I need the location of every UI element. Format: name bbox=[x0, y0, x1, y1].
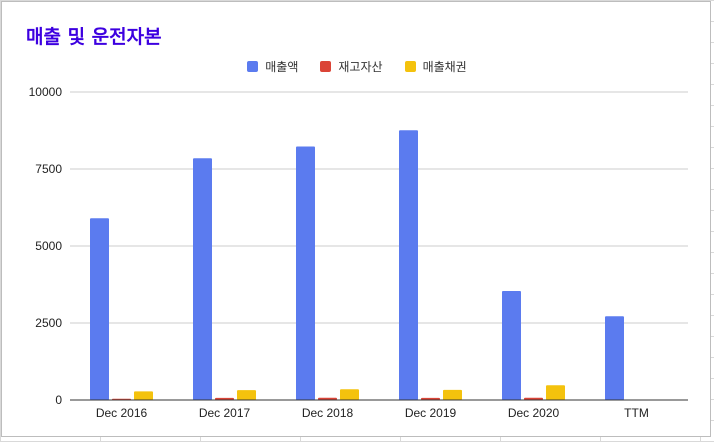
bar-sales-0 bbox=[90, 218, 109, 400]
y-tick-label-0: 0 bbox=[55, 393, 62, 407]
y-tick-label-5000: 5000 bbox=[35, 239, 62, 253]
x-tick-label-5: TTM bbox=[624, 406, 649, 420]
bar-sales-5 bbox=[605, 316, 624, 400]
y-tick-label-10000: 10000 bbox=[29, 85, 63, 99]
bar-sales-2 bbox=[296, 146, 315, 400]
bar-sales-3 bbox=[399, 130, 418, 400]
chart-title: 매출 및 운전자본 bbox=[26, 26, 162, 48]
y-tick-label-7500: 7500 bbox=[35, 162, 62, 176]
x-tick-label-3: Dec 2019 bbox=[405, 406, 457, 420]
y-tick-label-2500: 2500 bbox=[35, 316, 62, 330]
legend-label-receivables: 매출채권 bbox=[422, 60, 467, 74]
bar-sales-4 bbox=[502, 290, 521, 400]
legend-item-inventory[interactable]: 재고자산 bbox=[320, 58, 383, 75]
legend-item-sales[interactable]: 매출액 bbox=[247, 58, 298, 75]
bar-inventory-4 bbox=[524, 397, 543, 400]
bar-inventory-2 bbox=[318, 397, 337, 400]
x-tick-label-4: Dec 2020 bbox=[508, 406, 560, 420]
bar-receivables-3 bbox=[443, 389, 462, 400]
x-tick-label-1: Dec 2017 bbox=[199, 406, 251, 420]
chart-legend: 매출액 재고자산 매출채권 bbox=[2, 58, 712, 75]
bar-inventory-3 bbox=[421, 397, 440, 400]
bar-receivables-1 bbox=[237, 390, 256, 400]
legend-label-sales: 매출액 bbox=[265, 60, 299, 74]
bar-inventory-1 bbox=[215, 397, 234, 400]
legend-swatch-inventory bbox=[320, 61, 332, 72]
legend-item-receivables[interactable]: 매출채권 bbox=[404, 58, 467, 75]
legend-label-inventory: 재고자산 bbox=[338, 60, 383, 74]
bar-sales-1 bbox=[193, 158, 212, 400]
legend-swatch-sales bbox=[247, 61, 259, 72]
x-tick-label-2: Dec 2018 bbox=[302, 406, 354, 420]
legend-swatch-receivables bbox=[404, 61, 416, 72]
bar-receivables-2 bbox=[340, 389, 359, 400]
x-tick-label-0: Dec 2016 bbox=[96, 406, 148, 420]
bar-receivables-0 bbox=[134, 391, 153, 400]
bar-receivables-4 bbox=[546, 385, 565, 400]
